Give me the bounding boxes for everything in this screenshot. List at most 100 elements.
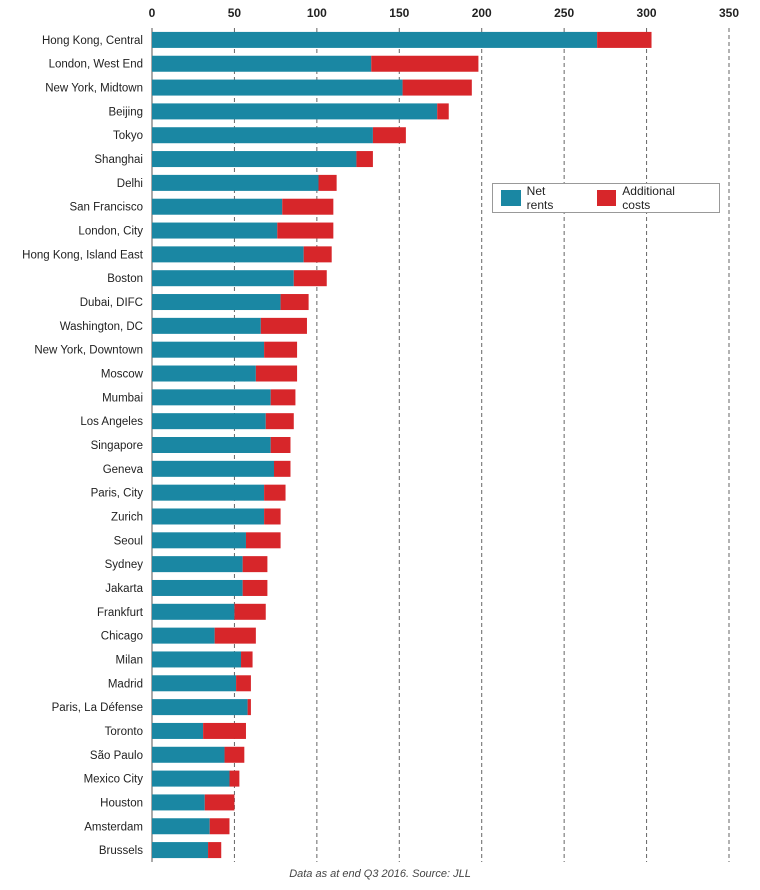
bar-net-rents-tokyo bbox=[152, 127, 373, 144]
bar-net-rents-shanghai bbox=[152, 151, 357, 168]
category-label-shanghai: Shanghai bbox=[94, 154, 143, 166]
bar-net-rents-paris-la-d-fense bbox=[152, 699, 248, 716]
bar-additional-costs-mexico-city bbox=[229, 770, 240, 787]
bar-net-rents-chicago bbox=[152, 627, 215, 644]
category-label-geneva: Geneva bbox=[103, 464, 144, 476]
bar-additional-costs-hong-kong-island-east bbox=[303, 246, 332, 263]
category-label-hong-kong-central: Hong Kong, Central bbox=[42, 35, 143, 47]
bar-additional-costs-tokyo bbox=[372, 127, 406, 144]
bar-additional-costs-toronto bbox=[203, 722, 246, 739]
bar-net-rents-sydney bbox=[152, 556, 243, 573]
bar-additional-costs-los-angeles bbox=[265, 413, 294, 430]
bar-additional-costs-san-francisco bbox=[282, 198, 334, 215]
bar-net-rents-new-york-downtown bbox=[152, 341, 265, 358]
bar-additional-costs-paris-la-d-fense bbox=[247, 699, 251, 716]
category-label-zurich: Zurich bbox=[111, 511, 143, 523]
bar-net-rents-frankfurt bbox=[152, 603, 235, 620]
bar-net-rents-houston bbox=[152, 794, 205, 811]
bar-additional-costs-beijing bbox=[437, 103, 449, 120]
bar-net-rents-amsterdam bbox=[152, 818, 210, 835]
x-tick-label-50: 50 bbox=[228, 6, 242, 20]
legend-swatch-additional-costs bbox=[596, 190, 617, 206]
category-label-dubai-difc: Dubai, DIFC bbox=[80, 297, 143, 309]
bar-additional-costs-brussels bbox=[208, 842, 222, 859]
bar-additional-costs-shanghai bbox=[356, 151, 373, 168]
bar-net-rents-jakarta bbox=[152, 579, 243, 596]
x-tick-label-100: 100 bbox=[307, 6, 327, 20]
bar-additional-costs-dubai-difc bbox=[280, 294, 309, 311]
bar-net-rents-new-york-midtown bbox=[152, 79, 403, 96]
bar-additional-costs-delhi bbox=[318, 174, 337, 191]
bar-additional-costs-zurich bbox=[264, 508, 281, 525]
bar-additional-costs-london-west-end bbox=[371, 55, 479, 72]
legend-label-net-rents: Net rents bbox=[526, 184, 554, 212]
category-label-mumbai: Mumbai bbox=[102, 392, 143, 404]
category-label-s-o-paulo: São Paulo bbox=[90, 750, 143, 762]
category-label-toronto: Toronto bbox=[105, 726, 143, 738]
bar-net-rents-london-city bbox=[152, 222, 278, 239]
category-label-new-york-downtown: New York, Downtown bbox=[34, 345, 143, 357]
legend-swatch-net-rents bbox=[501, 190, 521, 206]
category-label-tokyo: Tokyo bbox=[113, 130, 143, 142]
bar-net-rents-paris-city bbox=[152, 484, 265, 501]
category-label-san-francisco: San Francisco bbox=[69, 202, 143, 214]
category-label-london-city: London, City bbox=[78, 226, 143, 238]
bar-additional-costs-milan bbox=[241, 651, 253, 668]
category-label-paris-city: Paris, City bbox=[91, 488, 144, 500]
bar-additional-costs-washington-dc bbox=[260, 317, 307, 334]
bar-net-rents-hong-kong-central bbox=[152, 31, 598, 48]
legend-item-net-rents: Net rents bbox=[501, 184, 575, 212]
bar-net-rents-moscow bbox=[152, 365, 256, 382]
bar-net-rents-seoul bbox=[152, 532, 246, 549]
source-note: Data as at end Q3 2016. Source: JLL bbox=[289, 868, 471, 880]
category-label-moscow: Moscow bbox=[101, 369, 144, 381]
bar-additional-costs-boston bbox=[293, 270, 327, 287]
category-label-delhi: Delhi bbox=[117, 178, 143, 190]
category-label-london-west-end: London, West End bbox=[49, 59, 143, 71]
bar-additional-costs-mumbai bbox=[270, 389, 296, 406]
bar-net-rents-milan bbox=[152, 651, 242, 668]
category-label-singapore: Singapore bbox=[91, 440, 143, 452]
x-tick-label-0: 0 bbox=[149, 6, 156, 20]
category-label-amsterdam: Amsterdam bbox=[84, 821, 143, 833]
bar-additional-costs-paris-city bbox=[264, 484, 286, 501]
bar-additional-costs-amsterdam bbox=[209, 818, 230, 835]
legend-label-additional-costs: Additional costs bbox=[622, 184, 675, 212]
x-tick-label-300: 300 bbox=[637, 6, 657, 20]
category-label-mexico-city: Mexico City bbox=[84, 774, 144, 786]
x-tick-label-250: 250 bbox=[554, 6, 574, 20]
bar-additional-costs-chicago bbox=[214, 627, 256, 644]
bar-net-rents-los-angeles bbox=[152, 413, 266, 430]
category-label-madrid: Madrid bbox=[108, 678, 143, 690]
bar-net-rents-london-west-end bbox=[152, 55, 372, 72]
category-label-new-york-midtown: New York, Midtown bbox=[45, 83, 143, 95]
bar-additional-costs-frankfurt bbox=[234, 603, 266, 620]
x-tick-label-350: 350 bbox=[719, 6, 739, 20]
legend-item-additional-costs: Additional costs bbox=[596, 184, 705, 212]
bar-net-rents-boston bbox=[152, 270, 294, 287]
chart-legend: Net rents Additional costs bbox=[492, 183, 720, 213]
category-label-beijing: Beijing bbox=[108, 106, 143, 118]
category-label-frankfurt: Frankfurt bbox=[97, 607, 144, 619]
bar-net-rents-dubai-difc bbox=[152, 294, 281, 311]
category-label-houston: Houston bbox=[100, 797, 143, 809]
category-label-los-angeles: Los Angeles bbox=[80, 416, 143, 428]
category-label-chicago: Chicago bbox=[101, 631, 143, 643]
bar-additional-costs-hong-kong-central bbox=[597, 31, 652, 48]
bar-net-rents-geneva bbox=[152, 460, 274, 477]
category-label-paris-la-d-fense: Paris, La Défense bbox=[52, 702, 143, 714]
bar-net-rents-hong-kong-island-east bbox=[152, 246, 304, 263]
bar-additional-costs-houston bbox=[204, 794, 235, 811]
bar-net-rents-zurich bbox=[152, 508, 265, 525]
bar-net-rents-washington-dc bbox=[152, 317, 261, 334]
bar-additional-costs-london-city bbox=[277, 222, 334, 239]
bar-additional-costs-new-york-midtown bbox=[402, 79, 472, 96]
bar-additional-costs-madrid bbox=[236, 675, 251, 692]
category-label-brussels: Brussels bbox=[99, 845, 143, 857]
bar-net-rents-brussels bbox=[152, 842, 209, 859]
x-tick-label-200: 200 bbox=[472, 6, 492, 20]
x-tick-label-150: 150 bbox=[389, 6, 409, 20]
bar-net-rents-mumbai bbox=[152, 389, 271, 406]
bar-additional-costs-geneva bbox=[273, 460, 291, 477]
